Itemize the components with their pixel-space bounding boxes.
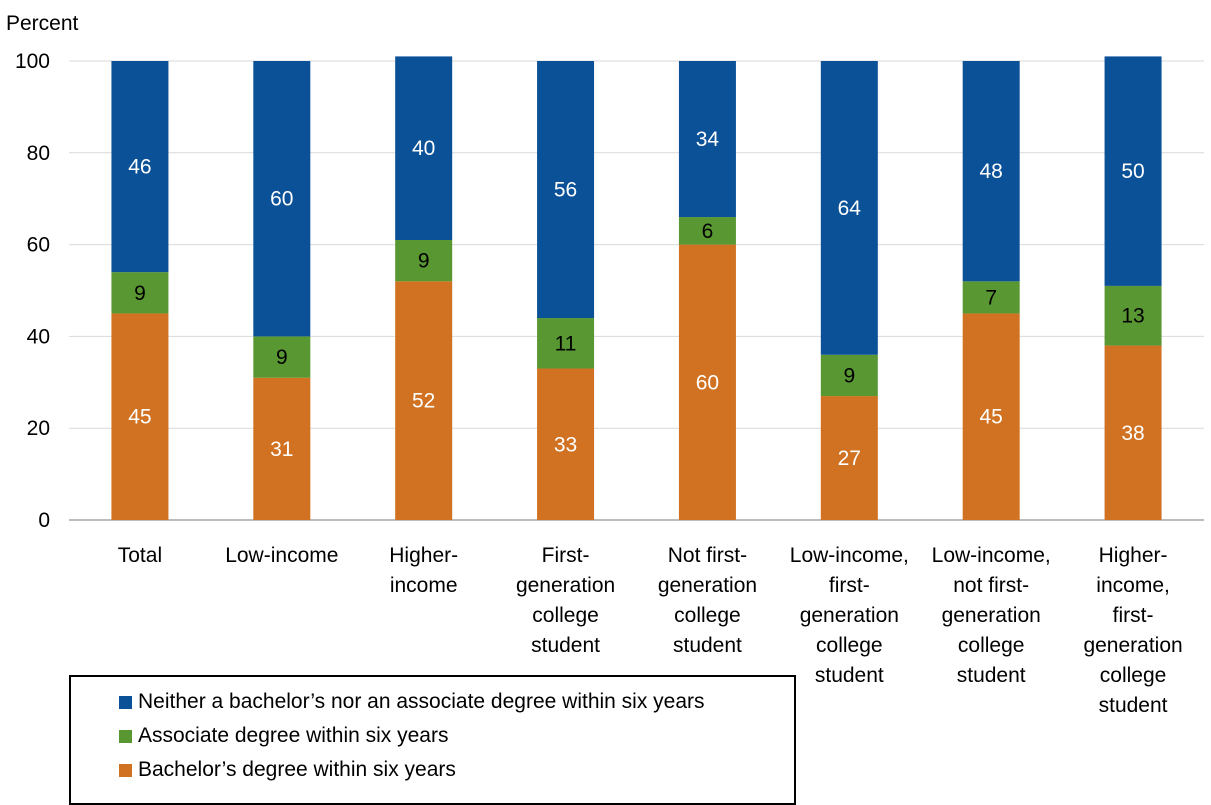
- legend-swatch-neither: [119, 695, 132, 709]
- y-tick-label: 100: [15, 50, 50, 73]
- data-label: 33: [554, 433, 577, 456]
- x-tick-label: student: [1099, 694, 1168, 717]
- x-tick-label: Not first-: [668, 544, 747, 567]
- legend-label-neither: Neither a bachelor’s nor an associate de…: [138, 690, 705, 713]
- x-tick-label: generation: [942, 604, 1041, 627]
- x-tick-label: student: [531, 634, 600, 657]
- data-label: 38: [1121, 422, 1144, 445]
- bar-segment-neither: [395, 56, 453, 241]
- y-tick-labels: 0 20 40 60 80 100: [15, 50, 50, 532]
- legend-item-bachelor: Bachelor’s degree within six years: [119, 753, 794, 787]
- bar-segment-associate: [962, 281, 1020, 314]
- data-label: 27: [838, 447, 861, 470]
- legend-item-neither: Neither a bachelor’s nor an associate de…: [119, 685, 794, 719]
- data-label: 40: [412, 137, 435, 160]
- bar-segment-neither: [820, 61, 878, 355]
- bar-segment-neither: [678, 61, 736, 218]
- x-tick-label: college: [1100, 664, 1167, 687]
- x-tick-label: Low-income,: [932, 544, 1051, 567]
- x-tick-label: First-: [542, 544, 590, 567]
- data-label: 9: [418, 250, 430, 273]
- x-tick-label: student: [815, 664, 884, 687]
- bar-segment-bachelor: [395, 281, 453, 520]
- bar-segment-neither: [1104, 56, 1162, 286]
- y-axis-title: Percent: [6, 12, 79, 35]
- y-tick-label: 0: [38, 509, 50, 532]
- data-label: 56: [554, 179, 577, 202]
- x-tick-label: college: [958, 634, 1025, 657]
- y-tick-label: 20: [27, 417, 50, 440]
- data-label: 7: [985, 286, 997, 309]
- bar-segment-associate: [395, 240, 453, 282]
- bar-segment-bachelor: [1104, 345, 1162, 520]
- data-label: 60: [696, 371, 719, 394]
- x-tick-label: first-: [1113, 604, 1154, 627]
- x-tick-label: first-: [829, 574, 870, 597]
- bar-segment-associate: [1104, 285, 1162, 346]
- bar-segment-bachelor: [678, 244, 736, 520]
- data-label: 45: [128, 406, 151, 429]
- x-tick-label: Higher-: [389, 544, 458, 567]
- bar-segment-bachelor: [820, 396, 878, 520]
- bar-segment-associate: [537, 318, 595, 369]
- legend-label-bachelor: Bachelor’s degree within six years: [138, 758, 456, 781]
- data-label: 9: [134, 282, 146, 305]
- legend: Neither a bachelor’s nor an associate de…: [69, 675, 796, 805]
- gridlines: [69, 60, 1204, 521]
- x-tick-label: student: [673, 634, 742, 657]
- bar-segment-associate: [820, 354, 878, 397]
- x-tick-label: income: [390, 574, 458, 597]
- y-tick-label: 40: [27, 325, 50, 348]
- data-label: 46: [128, 156, 151, 179]
- x-tick-labels: Total Low-income Higher-income First-genera…: [118, 544, 1183, 717]
- data-label: 31: [270, 438, 293, 461]
- x-tick-label: college: [674, 604, 741, 627]
- x-tick-label: Low-income,: [790, 544, 909, 567]
- x-tick-label: not first-: [953, 574, 1029, 597]
- y-tick-label: 60: [27, 234, 50, 257]
- data-label: 9: [276, 346, 288, 369]
- bars: 45 9 46 31 9 60 52 9 40 33 11 56 60 6 34 27 9 64 45 7 48 38 13…: [111, 56, 1162, 520]
- bar-segment-bachelor: [962, 313, 1020, 520]
- data-label: 52: [412, 390, 435, 413]
- data-label: 64: [838, 197, 862, 220]
- legend-item-associate: Associate degree within six years: [119, 719, 794, 753]
- x-tick-label: income,: [1096, 574, 1170, 597]
- x-tick-label: generation: [658, 574, 757, 597]
- data-label: 34: [696, 128, 720, 151]
- data-label: 48: [980, 160, 1003, 183]
- x-tick-label: generation: [516, 574, 615, 597]
- x-tick-label: student: [957, 664, 1026, 687]
- bar-segment-bachelor: [111, 313, 169, 520]
- x-tick-label: generation: [1083, 634, 1182, 657]
- data-label: 11: [555, 332, 577, 355]
- bar-segment-neither: [537, 61, 595, 319]
- bar-segment-associate: [253, 336, 311, 378]
- data-label: 9: [843, 364, 855, 387]
- bar-segment-neither: [962, 61, 1020, 282]
- data-label: 6: [702, 220, 714, 243]
- data-label: 50: [1121, 160, 1144, 183]
- bar-segment-bachelor: [253, 377, 311, 520]
- bar-segment-associate: [678, 217, 736, 245]
- legend-label-associate: Associate degree within six years: [138, 724, 449, 747]
- x-tick-label: Low-income: [225, 544, 338, 567]
- x-tick-label: college: [816, 634, 883, 657]
- bar-segment-bachelor: [537, 368, 595, 520]
- bar-segment-neither: [111, 61, 169, 273]
- bar-segment-neither: [253, 61, 311, 337]
- x-tick-label: Higher-: [1099, 544, 1168, 567]
- y-tick-label: 80: [27, 142, 50, 165]
- x-tick-label: college: [532, 604, 599, 627]
- x-tick-label: Total: [118, 544, 162, 567]
- data-label: 13: [1121, 305, 1144, 328]
- legend-swatch-associate: [119, 729, 132, 743]
- bar-segment-associate: [111, 272, 169, 314]
- legend-swatch-bachelor: [119, 763, 132, 777]
- x-tick-label: generation: [800, 604, 899, 627]
- data-label: 60: [270, 188, 293, 211]
- data-label: 45: [980, 406, 1003, 429]
